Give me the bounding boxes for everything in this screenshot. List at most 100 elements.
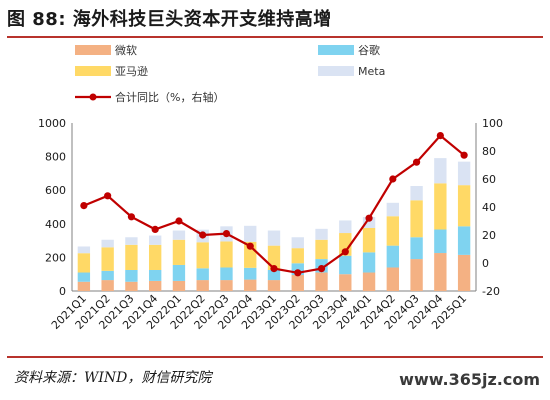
legend-swatch-2 [75,66,111,76]
bar-1-6 [220,267,233,281]
bar-3-1 [101,239,114,248]
axes: 02004006008001000-200204060801002021Q120… [38,117,503,332]
legend-swatch-1 [318,45,354,55]
bar-3-3 [148,235,162,245]
yoy-point-10 [317,265,326,273]
bar-0-13 [386,267,400,291]
chart-title: 图 88: 海外科技巨头资本开支维持高增 [7,9,332,30]
bar-0-11 [339,274,352,291]
bar-3-4 [172,230,186,240]
bar-0-10 [315,272,328,291]
yoy-point-0 [80,202,88,210]
bar-3-16 [457,161,471,186]
bar-0-2 [125,281,138,291]
legend-label-2: 亚马逊 [115,65,148,78]
bar-2-1 [101,247,114,271]
yoy-point-11 [341,248,349,256]
bar-3-8 [267,230,281,246]
yoy-point-6 [222,230,231,238]
yoy-point-3 [151,225,159,233]
bar-1-5 [196,268,209,281]
bar-3-9 [291,237,304,249]
bar-3-13 [386,202,400,217]
bar-2-5 [196,242,209,269]
bar-3-14 [410,186,423,201]
yoy-point-14 [412,158,421,166]
bar-3-12 [362,217,376,228]
bar-1-13 [386,245,400,268]
y-left-tick-4: 800 [45,151,66,164]
bar-0-15 [434,253,447,291]
bar-2-8 [267,245,281,270]
y-left-tick-3: 600 [45,184,66,197]
watermark: www.365jz.com [399,370,540,389]
legend-line-marker [89,93,97,101]
bar-2-15 [434,183,447,230]
bar-3-10 [315,228,328,240]
y-right-tick-1: 0 [482,257,489,270]
legend-label-line: 合计同比（%，右轴） [115,90,224,104]
legend-label-1: 谷歌 [358,43,380,57]
bar-0-3 [148,280,162,291]
title-rule [7,36,543,38]
yoy-point-7 [246,242,254,250]
yoy-point-13 [389,175,397,183]
y-right-tick-5: 80 [482,145,496,158]
bar-1-7 [244,267,257,280]
yoy-point-16 [460,151,468,159]
bar-1-8 [267,270,281,281]
bar-0-12 [362,272,376,291]
yoy-point-2 [127,213,136,221]
yoy-point-15 [436,132,444,140]
bar-3-11 [339,220,352,234]
y-right-tick-2: 20 [482,229,496,242]
bar-3-7 [244,225,257,242]
bar-0-6 [220,280,233,291]
source-note: 资料来源：WIND，财信研究院 [14,370,212,386]
bar-1-14 [410,237,423,260]
bar-2-10 [315,239,328,260]
yoy-point-5 [199,231,207,239]
y-left-tick-1: 200 [45,251,66,264]
bar-0-1 [101,280,114,291]
bar-0-14 [410,259,423,291]
bar-1-15 [434,229,447,254]
bar-1-12 [362,252,376,273]
bar-1-16 [457,226,471,255]
bar-0-9 [291,275,304,291]
yoy-point-8 [270,265,278,273]
bar-2-2 [125,244,138,270]
bar-1-3 [148,270,162,281]
y-left-tick-5: 1000 [38,117,66,130]
yoy-line [80,132,468,277]
source-rule [7,356,543,358]
bar-0-8 [267,280,281,291]
legend-swatch-0 [75,45,111,55]
bar-2-6 [220,241,233,268]
bar-2-4 [172,239,186,265]
bar-2-9 [291,248,304,264]
bar-3-2 [125,237,138,245]
legend-label-0: 微软 [115,43,137,57]
y-right-tick-4: 60 [482,173,496,186]
yoy-point-12 [365,214,373,222]
y-right-tick-0: -20 [482,285,500,298]
bar-2-13 [386,216,400,246]
bar-1-9 [291,263,304,276]
bar-3-0 [77,246,91,254]
bar-0-4 [172,280,186,291]
bar-1-4 [172,264,186,281]
legend-label-3: Meta [358,65,385,78]
bar-2-14 [410,200,423,238]
y-right-tick-3: 40 [482,201,496,214]
bar-2-16 [457,185,471,227]
yoy-point-9 [294,269,302,277]
bar-3-15 [434,158,447,184]
bar-1-1 [101,270,114,281]
yoy-point-1 [104,192,112,200]
bar-1-0 [77,272,91,282]
y-left-tick-0: 0 [59,285,66,298]
bar-0-0 [77,281,91,291]
